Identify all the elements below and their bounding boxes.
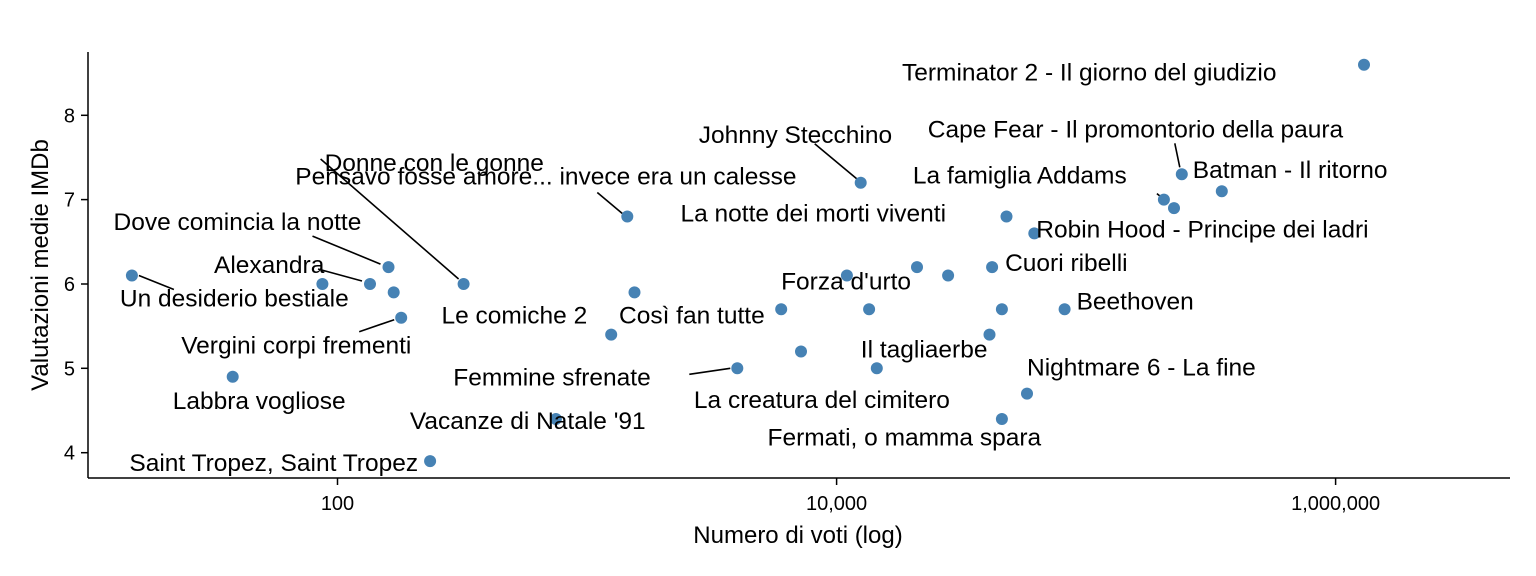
data-point [1028,227,1041,240]
data-point [621,210,634,223]
label-leader-line [689,367,731,376]
y-tick-label: 4 [64,443,75,465]
leader-lines [138,143,1181,376]
data-point [854,176,867,189]
label-leader-line [358,318,395,333]
data-point [870,362,883,375]
point-label: Nightmare 6 - La fine [1027,355,1256,382]
point-label: Johnny Stecchino [699,122,892,149]
data-point [628,286,641,299]
data-point [731,362,744,375]
point-label: Così fan tutte [619,303,765,330]
x-tick-label: 100 [321,493,354,515]
label-leader-line [320,158,460,280]
point-label: Labbra vogliose [173,388,346,415]
y-tick-label: 5 [64,358,75,380]
point-label: Cuori ribelli [1005,250,1128,277]
point-label: Forza d'urto [781,269,911,296]
data-point [382,261,395,274]
data-point [364,278,376,290]
point-label: Vacanze di Natale '91 [410,408,646,435]
y-tick-label: 8 [64,105,75,127]
label-leader-line [312,235,381,265]
point-label: Femmine sfrenate [453,364,650,391]
point-label: Batman - Il ritorno [1193,157,1388,184]
label-leader-line [1174,143,1181,168]
data-point [605,328,618,341]
data-point [316,278,329,290]
point-label: Robin Hood - Principe dei ladri [1036,216,1368,243]
point-label: Donne con le gonne [325,150,544,177]
data-point [387,286,400,299]
label-leader-line [317,268,363,282]
point-label: Saint Tropez, Saint Tropez [129,450,418,477]
x-axis-title: Numero di voti (log) [693,522,902,549]
data-point [1058,303,1071,316]
data-point [911,261,923,274]
data-point [795,345,807,358]
point-label: La creatura del cimitero [694,387,950,414]
data-point [863,303,876,316]
x-axis-ticks: 100 10,000 1,000,000 [321,478,1380,515]
data-point [1175,168,1188,181]
point-label: Fermati, o mamma spara [768,425,1042,452]
point-label: Terminator 2 - Il giorno del giudizio [902,60,1277,87]
point-label: La famiglia Addams [913,163,1127,190]
data-point [986,261,999,274]
point-label: Dove comincia la notte [114,209,362,236]
data-point [226,370,239,383]
data-point [457,278,470,290]
data-point [1215,185,1228,198]
data-point [1168,202,1180,215]
data-point [1021,387,1033,400]
data-point [942,269,955,282]
point-label: Alexandra [214,252,325,279]
label-leader-line [814,143,858,180]
data-point [840,269,853,282]
data-point [395,311,408,324]
point-labels: Un desiderio bestiale Labbra vogliose Alex… [114,60,1388,477]
y-tick-label: 7 [64,190,75,212]
data-point [424,455,437,468]
point-label: La notte dei morti viventi [681,201,947,228]
data-points [125,58,1370,468]
data-point [995,413,1008,425]
data-point [1358,58,1370,71]
point-label: Cape Fear - Il promontorio della paura [928,116,1344,143]
data-point [775,303,788,316]
label-leader-line [596,191,623,215]
data-point [995,303,1008,316]
data-point [125,269,138,282]
y-tick-label: 6 [64,274,75,296]
point-label: Pensavo fosse amore... invece era un cal… [295,164,796,191]
data-point [1157,193,1170,206]
point-label: Il tagliaerbe [861,336,988,363]
point-label: Vergini corpi frementi [181,333,411,360]
x-tick-label: 1,000,000 [1291,493,1380,515]
y-axis-title: Valutazioni medie IMDb [27,139,54,391]
point-label: Le comiche 2 [442,302,588,329]
data-point [549,413,562,425]
data-point [983,328,996,341]
x-tick-label: 10,000 [806,493,867,515]
label-leader-line [138,274,175,291]
data-point [1000,210,1013,223]
point-label: Un desiderio bestiale [120,286,349,313]
y-axis-ticks: 4 5 6 7 8 [64,105,88,465]
point-label: Beethoven [1077,288,1194,315]
